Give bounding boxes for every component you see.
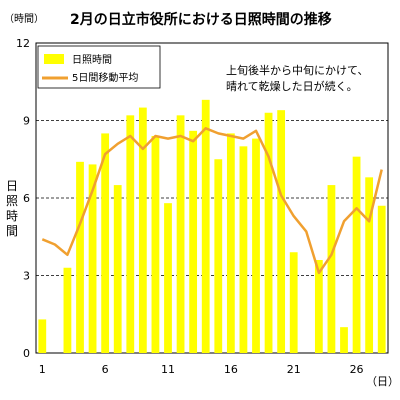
bar <box>327 185 336 353</box>
legend: 日照時間 5日間移動平均 <box>37 45 161 89</box>
bar <box>38 319 47 353</box>
bar <box>340 327 348 353</box>
bar <box>214 159 223 353</box>
bar <box>201 99 210 353</box>
y-tick-label: 12 <box>16 37 30 50</box>
y-axis-label: 日 照 時 間 <box>6 179 18 238</box>
bar <box>88 164 97 353</box>
y-axis-label-char: 日 <box>6 179 18 193</box>
x-tick-label: 16 <box>224 363 238 376</box>
bar <box>314 260 323 353</box>
bar <box>113 185 122 353</box>
legend-box <box>37 45 161 89</box>
bar <box>176 115 185 353</box>
legend-bar-swatch <box>44 54 64 64</box>
x-tick-label: 26 <box>350 363 364 376</box>
x-unit-label: （日） <box>366 375 399 388</box>
y-tick-label: 6 <box>23 192 30 205</box>
x-tick-label: 11 <box>161 363 175 376</box>
y-ticks: 0 3 6 9 12 <box>16 37 30 360</box>
gridlines <box>36 120 388 276</box>
bar <box>277 110 286 354</box>
bar <box>126 115 135 353</box>
bar <box>377 205 386 353</box>
bar <box>151 136 160 353</box>
y-tick-label: 0 <box>23 347 30 360</box>
y-axis-label-char: 照 <box>6 194 18 208</box>
moving-average-line <box>41 127 383 275</box>
y-unit-label: （時間） <box>4 13 44 25</box>
annotation-line-1: 上旬後半から中旬にかけて、 <box>226 63 368 77</box>
bar <box>76 161 84 353</box>
annotation-line-2: 晴れて乾燥した日が続く。 <box>226 79 358 93</box>
legend-bar-label: 日照時間 <box>72 54 112 66</box>
bar <box>63 267 72 353</box>
line-path <box>41 127 383 275</box>
x-tick-label: 1 <box>39 363 46 376</box>
bar <box>264 112 273 353</box>
bar <box>352 156 361 353</box>
y-axis-label-char: 間 <box>6 224 18 238</box>
y-axis-label-char: 時 <box>6 209 18 223</box>
bar <box>289 252 298 353</box>
bar <box>252 138 260 353</box>
y-tick-label: 9 <box>23 115 30 128</box>
bars <box>38 99 386 354</box>
bar <box>365 177 374 353</box>
y-tick-label: 3 <box>23 270 30 283</box>
bar <box>138 107 147 353</box>
x-tick-label: 21 <box>287 363 301 376</box>
bar <box>226 133 235 353</box>
bar <box>101 133 110 353</box>
bar <box>189 130 198 353</box>
x-ticks: 1 6 11 16 21 26 <box>39 363 364 376</box>
x-tick-label: 6 <box>102 363 109 376</box>
bar <box>164 203 172 353</box>
legend-line-label: 5日間移動平均 <box>72 71 138 84</box>
chart-title: 2月の日立市役所における日照時間の推移 <box>70 11 332 28</box>
bar <box>239 146 248 353</box>
